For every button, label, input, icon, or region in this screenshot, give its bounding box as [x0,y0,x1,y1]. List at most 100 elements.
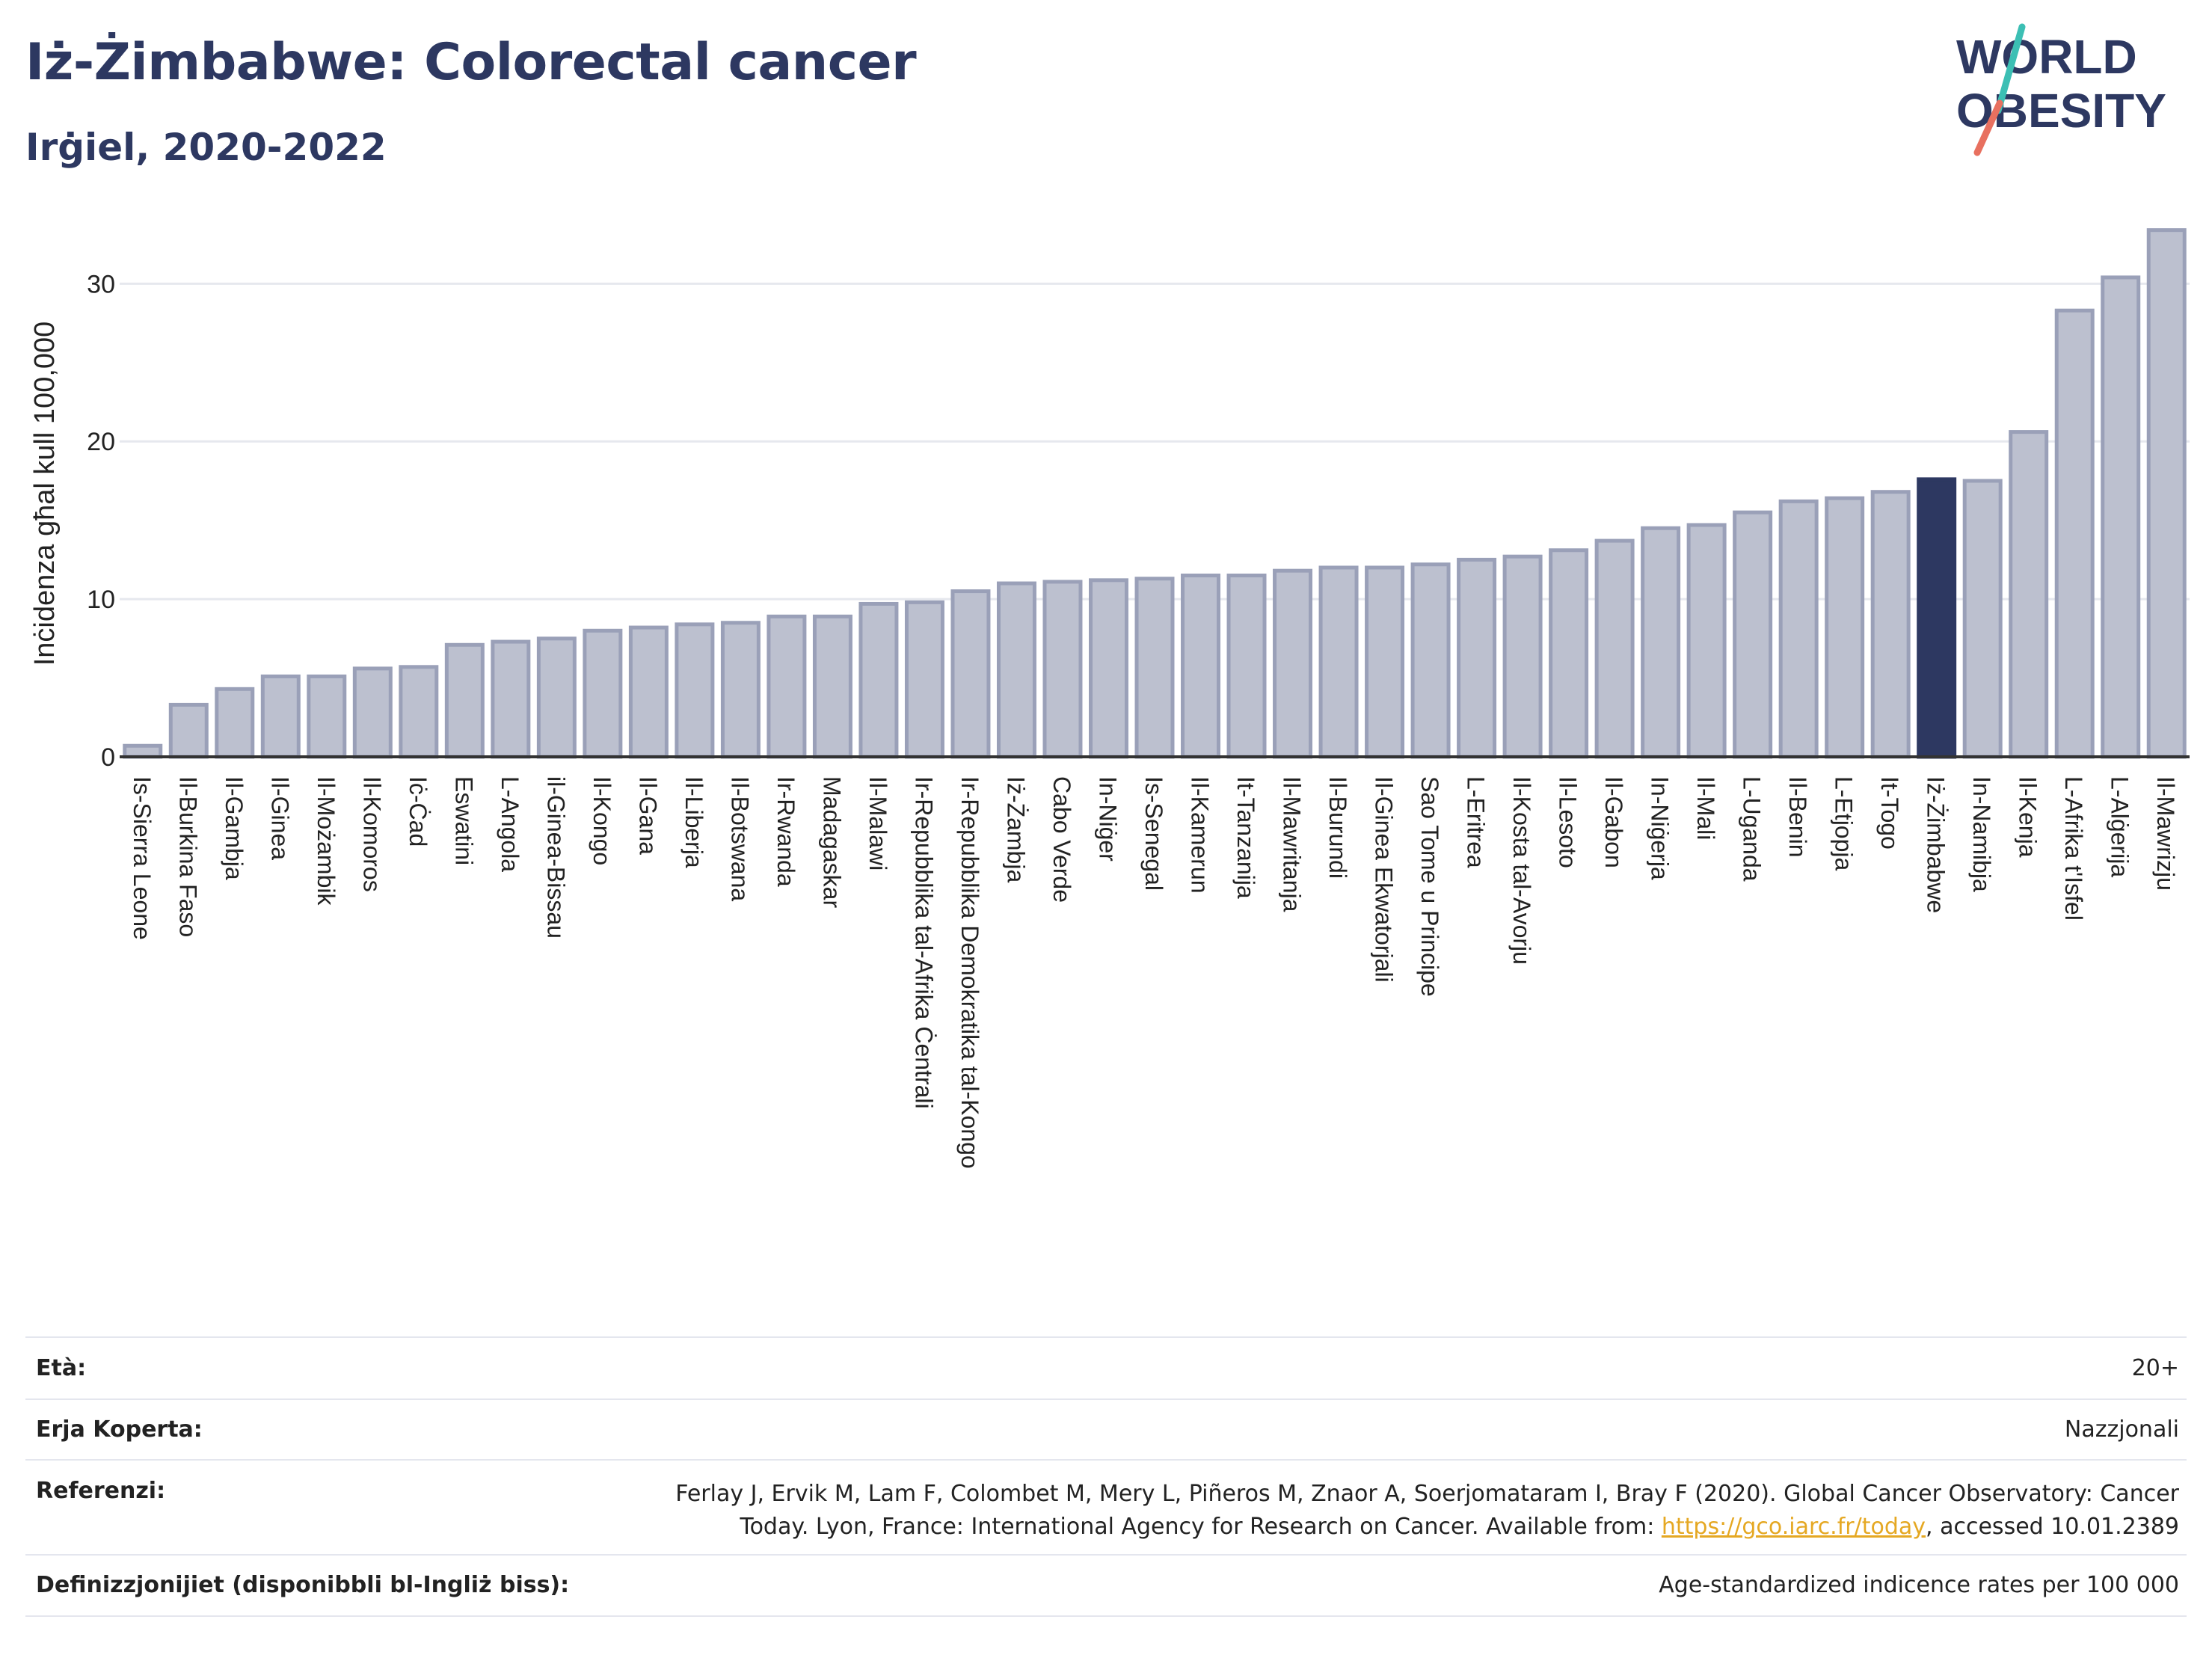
bar [444,642,485,759]
bar [168,702,209,759]
y-tick-label: 30 [87,270,115,298]
meta-row-age: Età: 20+ [25,1355,2179,1388]
bar [307,674,347,759]
x-tick-label: Il-Komoros [358,776,385,892]
x-tick-label: Is-Senegal [1140,776,1167,891]
bar [904,600,944,759]
bar [720,621,761,759]
x-tick-label: Il-Mawrizju [2152,776,2179,891]
x-tick-label: Ir-Rwanda [772,776,799,887]
bar [2101,275,2141,759]
x-tick-label: Ir-Repubblika Demokratika tal-Kongo [956,776,983,1169]
meta-area-label: Erja Koperta: [36,1416,203,1443]
bar [2146,228,2187,759]
x-tick-label: L-Angola [497,776,523,872]
bar [1273,568,1313,759]
x-tick-label: Il-Mali [1692,776,1719,840]
x-tick-label: Il-Mawritanja [1279,776,1306,912]
x-tick-label: It-Togo [1876,776,1903,850]
x-tick-label: Il-Kamerun [1187,776,1214,894]
meta-divider [25,1615,2187,1617]
meta-row-defs: Definizzjonijiet (disponibbli bl-Ingliż … [25,1572,2179,1605]
bar [1457,557,1497,759]
logo-slash-bottom [1973,99,2003,156]
x-tick-label: Iż-Żambja [1002,776,1029,882]
x-tick-label: Is-Sierra Leone [129,776,156,940]
world-obesity-logo: WORLD OBESITY [1956,23,2166,156]
x-tick-label: Il-Malawi [864,776,891,871]
x-tick-label: Il-Możambik [313,776,340,906]
meta-row-refs: Referenzi: Ferlay J, Ervik M, Lam F, Col… [25,1478,2179,1545]
meta-defs-value: Age-standardized indicence rates per 100… [1659,1572,2179,1598]
bar [950,589,991,759]
x-tick-label: L-Eritrea [1463,776,1490,868]
x-tick-label: Il-Gambja [221,776,248,880]
x-tick-label: Il-Kenja [2015,776,2042,858]
y-axis-label: Inċidenza għal kull 100,000 [29,322,61,666]
bar [2054,308,2095,759]
x-tick-label: Il-Botswana [726,776,753,901]
bar [583,628,623,759]
meta-divider [25,1554,2187,1556]
meta-refs-value: Ferlay J, Ervik M, Lam F, Colombet M, Me… [675,1478,2179,1544]
bar [1365,565,1405,759]
x-tick-label: Il-Lesoto [1555,776,1582,868]
x-tick-label: Cabo Verde [1048,776,1075,903]
x-tick-label: In-Niġerja [1647,776,1674,880]
axis-layer: 0 10 20 30 Is-Sierra Leone Il-Burkina Faso Il-… [87,270,2190,1169]
x-tick-label: In-Namibja [1968,776,1995,892]
bar [996,581,1036,759]
bar [399,665,439,759]
bar [1686,523,1727,759]
bar [1181,573,1221,759]
x-tick-label: Ir-Repubblika tal-Afrika Ċentrali [910,776,937,1109]
bar [812,614,852,759]
logo-line1: WORLD [1956,30,2137,84]
x-tick-label: Iċ-Ċad [405,776,431,847]
x-tick-label: L-Uganda [1739,776,1766,882]
x-tick-label: Il-Gabon [1600,776,1627,868]
meta-refs-label: Referenzi: [36,1478,166,1504]
bar [1594,538,1635,759]
y-tick-label: 10 [87,586,115,614]
x-tick-label: Il-Burkina Faso [174,776,201,937]
y-tick-label: 20 [87,428,115,456]
x-tick-label: Il-Ginea Ekwatorjali [1371,776,1398,983]
meta-refs-line2: Today. Lyon, France: International Agenc… [675,1511,2179,1544]
bar-chart: 0 10 20 30 Is-Sierra Leone Il-Burkina Faso Il-… [29,228,2190,1169]
x-tick-label: L-Etjopja [1831,776,1858,871]
x-tick-label: il-Ginea-Bissau [542,776,569,939]
x-tick-label: In-Niġer [1094,776,1121,862]
bar [1917,477,1957,759]
meta-divider [25,1336,2187,1338]
bar [766,614,807,759]
x-tick-label: Sao Tome u Principe [1416,776,1443,997]
meta-defs-label: Definizzjonijiet (disponibbli bl-Ingliż … [36,1572,570,1598]
meta-row-area: Erja Koperta: Nazzjonali [25,1416,2179,1449]
x-tick-label: Il-Burundi [1324,776,1351,879]
bar [1226,573,1267,759]
bar [628,625,669,759]
bar [1410,562,1451,759]
meta-divider [25,1398,2187,1400]
iarc-link[interactable]: https://gco.iarc.fr/today [1661,1514,1926,1540]
meta-area-value: Nazzjonali [2064,1416,2179,1443]
chart-title: Iż-Żimbabwe: Colorectal cancer [25,33,917,92]
bar [1502,554,1543,759]
x-tick-label: L-Alġerija [2107,776,2133,877]
x-tick-label: Il-Ginea [266,776,293,860]
x-tick-label: Iż-Żimbabwe [1923,776,1950,913]
bar [1134,577,1175,759]
x-tick-label: It-Tanzanija [1232,776,1259,899]
y-tick-label: 0 [101,743,115,772]
meta-refs-line2-post: , accessed 10.01.2389 [1926,1514,2179,1540]
bar [675,622,715,759]
bar [1733,510,1773,759]
bar [1778,499,1819,759]
bar [1088,578,1128,759]
bar [2009,430,2049,759]
bar [352,666,393,759]
bar [858,601,899,759]
meta-age-value: 20+ [2131,1355,2179,1381]
bar [1825,496,1865,759]
